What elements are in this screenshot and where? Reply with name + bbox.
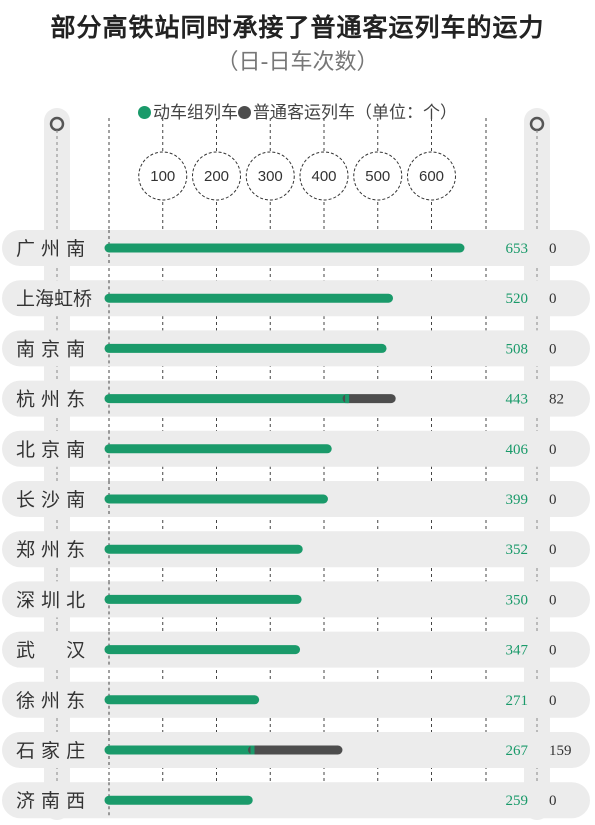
value-label-emu: 443 — [506, 392, 529, 408]
tick-label: 400 — [311, 168, 336, 185]
value-label-emu: 508 — [506, 341, 529, 357]
value-label-normal: 0 — [549, 492, 557, 508]
value-label-emu: 406 — [506, 442, 529, 458]
category-label: 南 京 南 — [16, 338, 85, 360]
value-label-normal: 0 — [549, 693, 557, 709]
value-label-emu: 259 — [506, 793, 529, 809]
tick-label: 100 — [150, 168, 175, 185]
value-label-normal: 0 — [549, 341, 557, 357]
tick-label: 500 — [365, 168, 390, 185]
category-label: 郑 州 东 — [16, 539, 85, 561]
legend-swatch-emu — [138, 106, 151, 119]
category-label: 上海虹桥 — [16, 288, 92, 310]
category-label: 石 家 庄 — [16, 740, 85, 762]
legend: 动车组列车 普通客运列车（单位：个） — [0, 98, 595, 123]
value-label-normal: 159 — [549, 743, 572, 759]
row-band — [2, 782, 590, 819]
value-label-normal: 0 — [549, 643, 557, 659]
tick-circle-100 — [138, 151, 188, 201]
value-label-normal: 0 — [549, 542, 557, 558]
tick-label: 300 — [258, 168, 283, 185]
value-label-emu: 271 — [506, 693, 529, 709]
tick-circle-400 — [299, 151, 349, 201]
value-label-emu: 347 — [506, 643, 529, 659]
value-label-normal: 0 — [549, 442, 557, 458]
category-label: 北 京 南 — [16, 439, 85, 461]
category-label: 徐 州 东 — [16, 690, 85, 712]
chart-title: 部分高铁站同时承接了普通客运列车的运力 — [50, 13, 545, 42]
category-label: 杭 州 东 — [16, 389, 85, 411]
value-label-emu: 267 — [506, 743, 529, 759]
value-label-emu: 399 — [506, 492, 529, 508]
tick-label: 600 — [419, 168, 444, 185]
value-label-emu: 520 — [506, 291, 529, 307]
tick-circle-300 — [245, 151, 295, 201]
tick-circle-600 — [407, 151, 456, 201]
category-label: 武 汉 — [16, 640, 85, 662]
tick-circle-500 — [353, 151, 403, 201]
value-label-emu: 653 — [506, 241, 529, 257]
category-label: 济 南 西 — [16, 790, 85, 812]
legend-label-normal: 普通客运列车 — [253, 103, 355, 123]
legend-swatch-normal — [238, 106, 251, 119]
row-band — [2, 681, 590, 718]
value-label-emu: 350 — [506, 592, 529, 608]
category-label: 长 沙 南 — [16, 489, 85, 511]
value-label-emu: 352 — [506, 542, 529, 558]
category-label: 深 圳 北 — [16, 589, 85, 611]
value-label-normal: 0 — [549, 793, 557, 809]
category-label: 广 州 南 — [16, 238, 85, 260]
value-label-normal: 0 — [549, 291, 557, 307]
tick-circle-200 — [192, 151, 241, 201]
value-label-normal: 82 — [549, 392, 564, 408]
value-label-normal: 0 — [549, 592, 557, 608]
value-label-normal: 0 — [549, 241, 557, 257]
chart-subtitle: （日-日车次数） — [216, 50, 379, 75]
tick-label: 200 — [204, 168, 229, 185]
